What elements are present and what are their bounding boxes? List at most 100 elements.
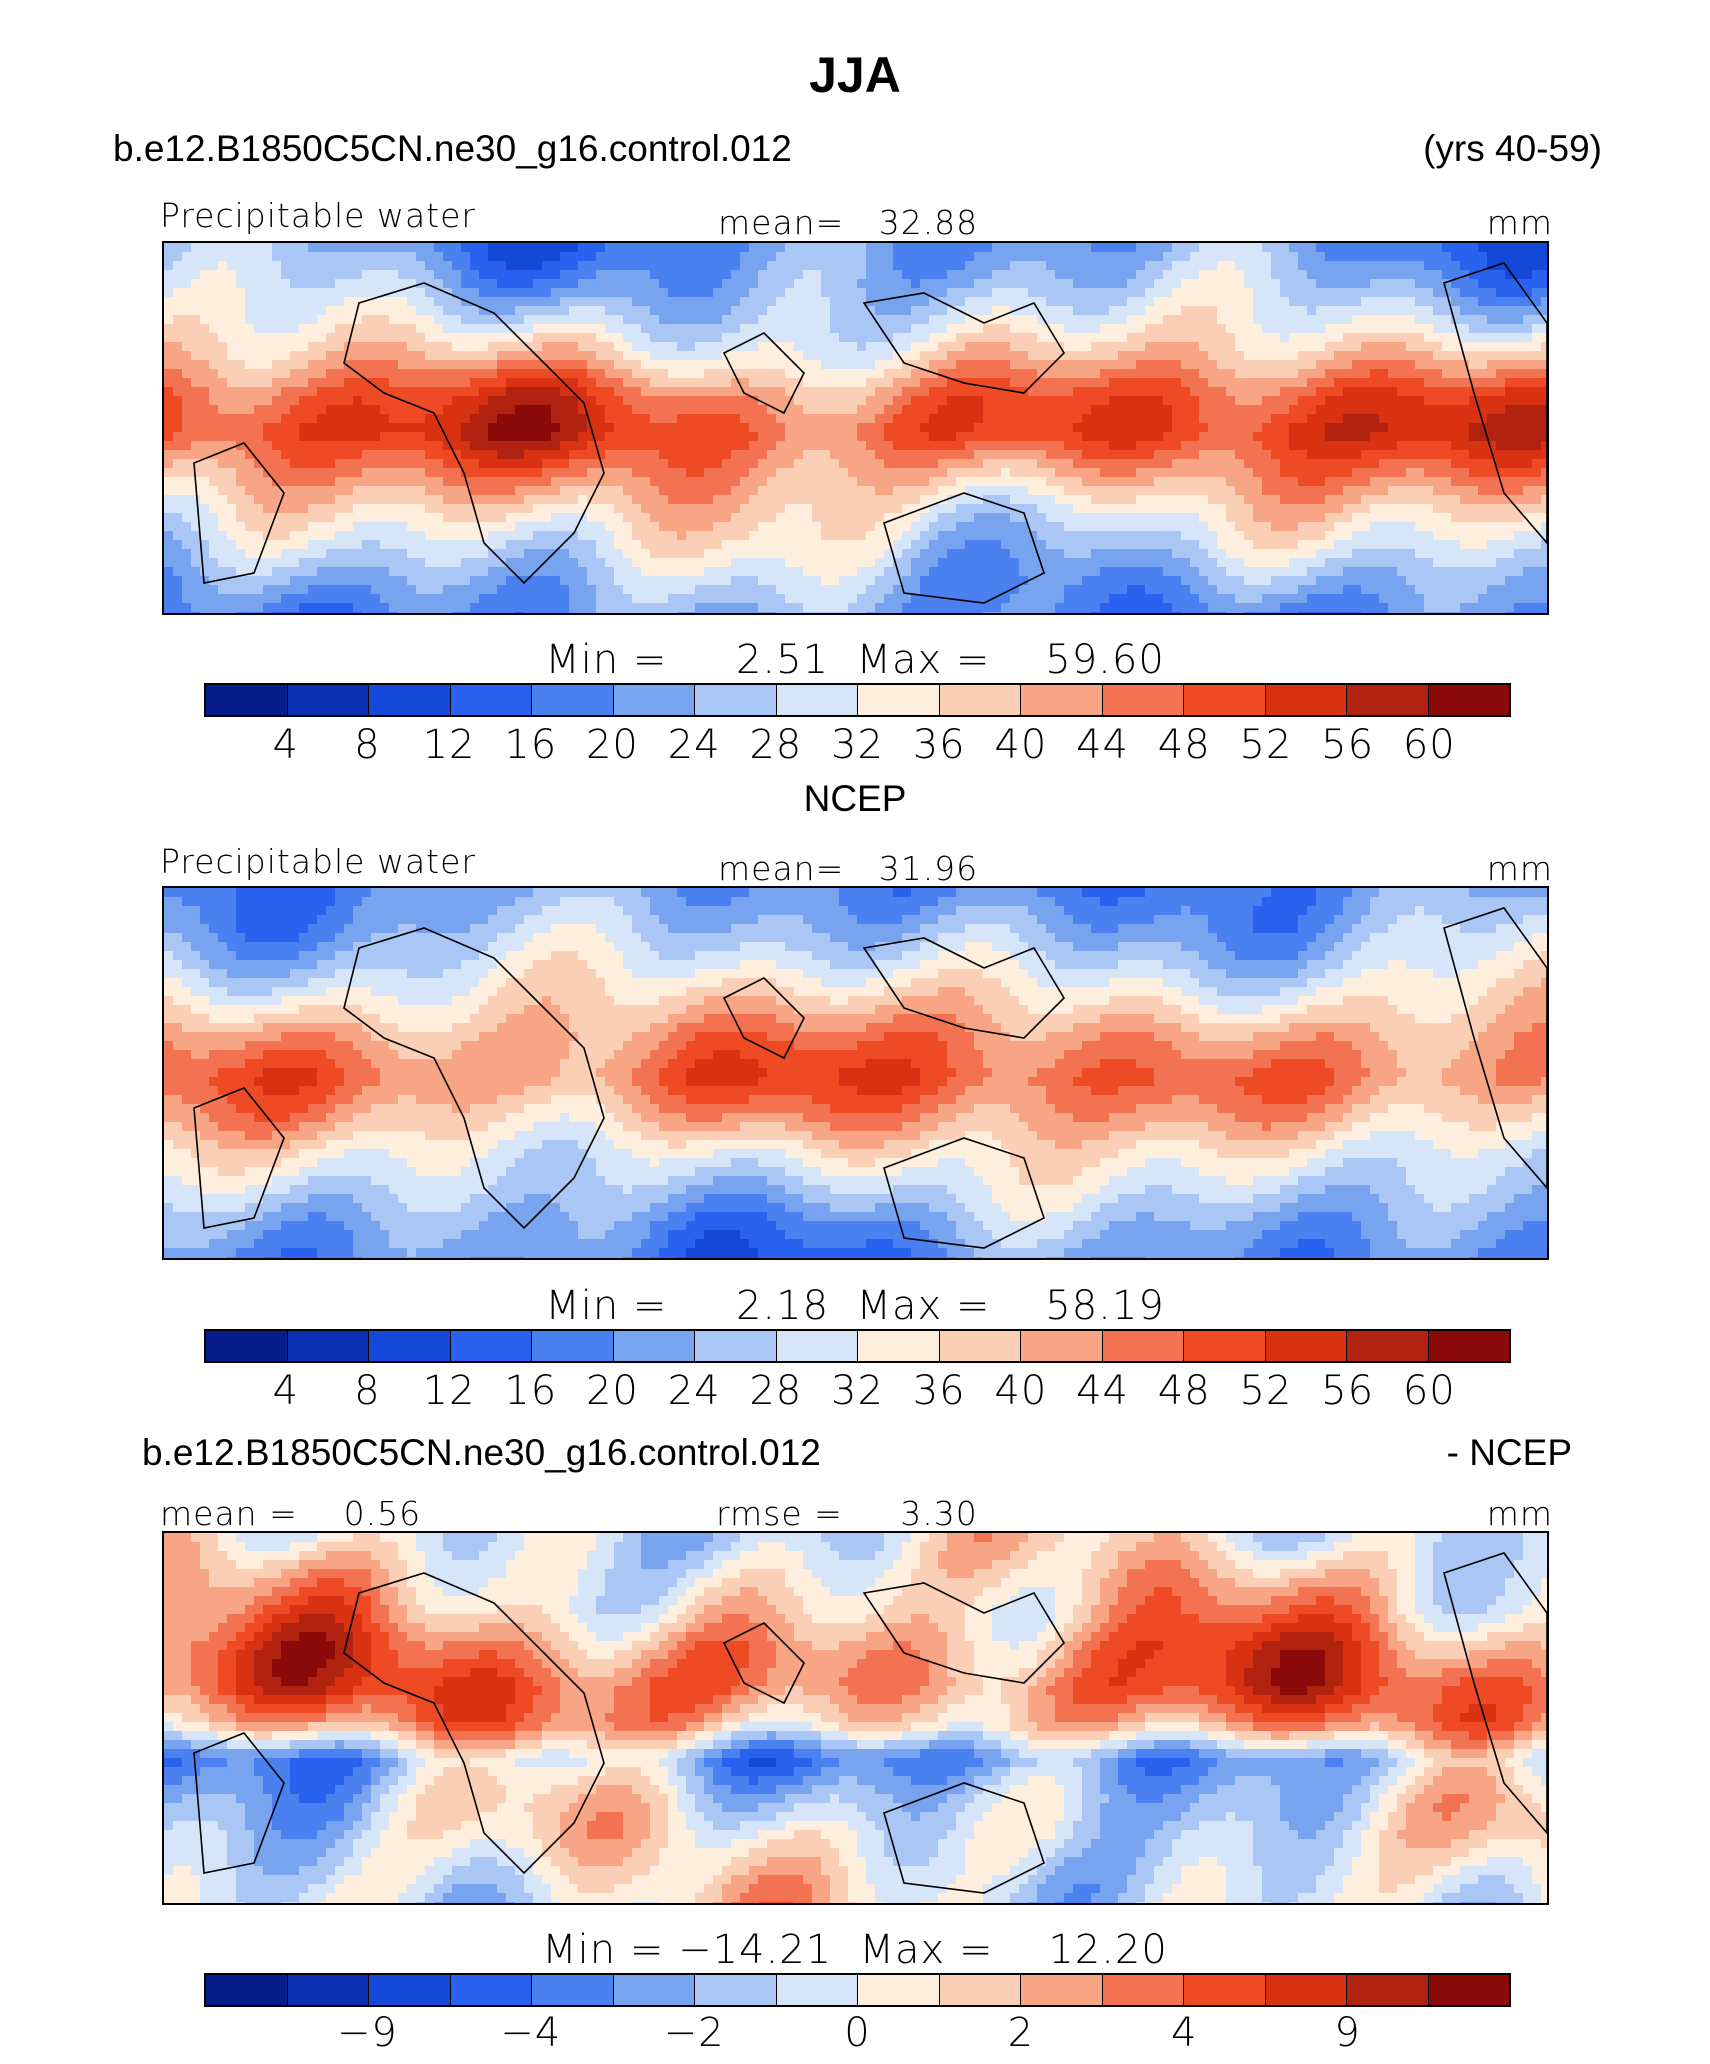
colorbar-swatch [369,1975,451,2005]
colorbar-swatch [858,1331,940,1361]
colorbar-tick-label: 12 [422,722,476,768]
colorbar-tick-label: 20 [585,1368,639,1414]
colorbar-swatch [369,685,451,715]
colorbar-swatch [532,1975,614,2005]
colorbar-tick-label: 56 [1321,722,1375,768]
colorbar-swatch [939,1975,1021,2005]
colorbar-swatch [1102,1331,1184,1361]
colorbar-swatch [1265,1331,1347,1361]
colorbar-tick-label: 48 [1157,1368,1211,1414]
colorbar-swatch [613,1331,695,1361]
colorbar-tick-label: 36 [912,722,966,768]
colorbar-swatch [695,1975,777,2005]
colorbar-swatch [613,1975,695,2005]
coastline [862,937,1066,1039]
coastline [1443,262,1547,545]
colorbar-swatch [1102,1975,1184,2005]
colorbar-swatch [695,1331,777,1361]
colorbar-swatch [695,685,777,715]
panel3-mean-label: mean = 0.56 [160,1494,422,1533]
panel1-mean-label: mean= 32.88 [718,203,979,242]
panel3-map [162,1531,1549,1905]
colorbar-tick-label: 16 [504,1368,558,1414]
colorbar-swatch [1265,685,1347,715]
colorbar-swatch [1347,1975,1429,2005]
colorbar-tick-label: 20 [585,722,639,768]
panel2-mean-label: mean= 31.96 [718,849,979,888]
colorbar-swatch [1021,1975,1103,2005]
colorbar-swatch [1428,1975,1509,2005]
colorbar-tick-label: 52 [1239,1368,1293,1414]
coastline [722,332,805,415]
colorbar-swatch [1021,685,1103,715]
colorbar-swatch [450,1331,532,1361]
colorbar-tick-label: 36 [912,1368,966,1414]
coastline [722,977,805,1060]
panel1-minmax: Min = 2.51 Max = 59.60 [545,637,1165,683]
colorbar-tick-label: 4 [272,1368,299,1414]
colorbar-swatch [1428,685,1509,715]
colorbar-swatch [1428,1331,1509,1361]
colorbar-swatch [287,685,369,715]
colorbar-swatch [287,1331,369,1361]
panel1-case-name: b.e12.B1850C5CN.ne30_g16.control.012 [113,128,792,169]
colorbar-swatch [532,685,614,715]
colorbar-swatch [776,1331,858,1361]
panel1-years: (yrs 40-59) [1423,128,1602,169]
colorbar-swatch [939,1331,1021,1361]
colorbar-swatch [532,1331,614,1361]
colorbar-swatch [287,1975,369,2005]
colorbar-tick-label: 24 [667,1368,721,1414]
colorbar-swatch [450,685,532,715]
coastline [722,1622,805,1705]
colorbar-tick-label: 48 [1157,722,1211,768]
colorbar-swatch [1347,685,1429,715]
colorbar-tick-label: 60 [1402,722,1456,768]
colorbar-tick-label: 16 [504,722,558,768]
panel2-colorbar [204,1329,1511,1363]
colorbar-swatch [206,1331,288,1361]
coastline [193,442,285,584]
colorbar-tick-label: 2 [1007,2010,1035,2056]
colorbar-swatch [206,1975,288,2005]
colorbar-tick-label: 12 [422,1368,476,1414]
panel3-case-name: b.e12.B1850C5CN.ne30_g16.control.012 [142,1432,821,1473]
panel3-units-label: mm [1486,1494,1553,1533]
colorbar-tick-label: 8 [354,1368,381,1414]
colorbar-swatch [1347,1331,1429,1361]
panel1-colorbar [204,683,1511,717]
panel3-colorbar [204,1973,1511,2007]
panel2-units-label: mm [1486,849,1553,888]
colorbar-tick-label: 44 [1076,722,1130,768]
colorbar-swatch [939,685,1021,715]
coastline [862,292,1066,394]
colorbar-tick-label: 0 [844,2010,871,2056]
panel2-minmax: Min = 2.18 Max = 58.19 [545,1283,1165,1329]
colorbar-tick-label: −4 [500,2010,562,2056]
colorbar-swatch [206,685,288,715]
coastline [1443,907,1547,1190]
panel1-units-label: mm [1486,203,1553,242]
coastline [883,492,1045,604]
colorbar-tick-label: −2 [663,2010,725,2056]
panel3-minmax: Min = −14.21 Max = 12.20 [542,1927,1168,1973]
colorbar-swatch [613,685,695,715]
colorbar-tick-label: 56 [1321,1368,1375,1414]
colorbar-swatch [1184,685,1266,715]
coastline [193,1087,285,1229]
colorbar-tick-label: 44 [1076,1368,1130,1414]
colorbar-tick-label: 9 [1334,2010,1361,2056]
panel1-map [162,241,1549,615]
colorbar-tick-label: 32 [831,1368,884,1414]
colorbar-tick-label: 8 [354,722,381,768]
panel2-dataset-name: NCEP [803,778,907,819]
colorbar-tick-label: 40 [994,722,1048,768]
colorbar-swatch [369,1331,451,1361]
colorbar-tick-label: 4 [272,722,299,768]
colorbar-tick-label: 40 [994,1368,1048,1414]
colorbar-tick-label: 32 [831,722,884,768]
panel2-variable-label: Precipitable water [160,842,476,881]
colorbar-swatch [1102,685,1184,715]
figure-title: JJA [809,47,901,103]
colorbar-swatch [1021,1331,1103,1361]
